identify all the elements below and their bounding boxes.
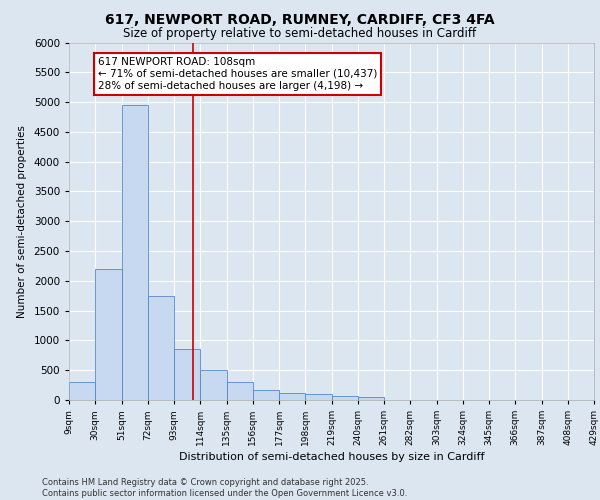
Text: Contains HM Land Registry data © Crown copyright and database right 2025.
Contai: Contains HM Land Registry data © Crown c…: [42, 478, 407, 498]
Bar: [227, 382, 253, 400]
Bar: [200, 370, 227, 400]
Bar: [305, 394, 332, 400]
Text: 617, NEWPORT ROAD, RUMNEY, CARDIFF, CF3 4FA: 617, NEWPORT ROAD, RUMNEY, CARDIFF, CF3 …: [105, 12, 495, 26]
Bar: [332, 396, 358, 400]
Bar: [69, 382, 95, 400]
Bar: [148, 296, 174, 400]
Bar: [122, 105, 148, 400]
Bar: [358, 397, 384, 400]
Text: Size of property relative to semi-detached houses in Cardiff: Size of property relative to semi-detach…: [124, 28, 476, 40]
Bar: [95, 269, 121, 400]
Text: 617 NEWPORT ROAD: 108sqm
← 71% of semi-detached houses are smaller (10,437)
28% : 617 NEWPORT ROAD: 108sqm ← 71% of semi-d…: [98, 58, 377, 90]
Bar: [253, 390, 279, 400]
Bar: [174, 350, 200, 400]
Bar: [279, 392, 305, 400]
Y-axis label: Number of semi-detached properties: Number of semi-detached properties: [17, 125, 27, 318]
X-axis label: Distribution of semi-detached houses by size in Cardiff: Distribution of semi-detached houses by …: [179, 452, 484, 462]
